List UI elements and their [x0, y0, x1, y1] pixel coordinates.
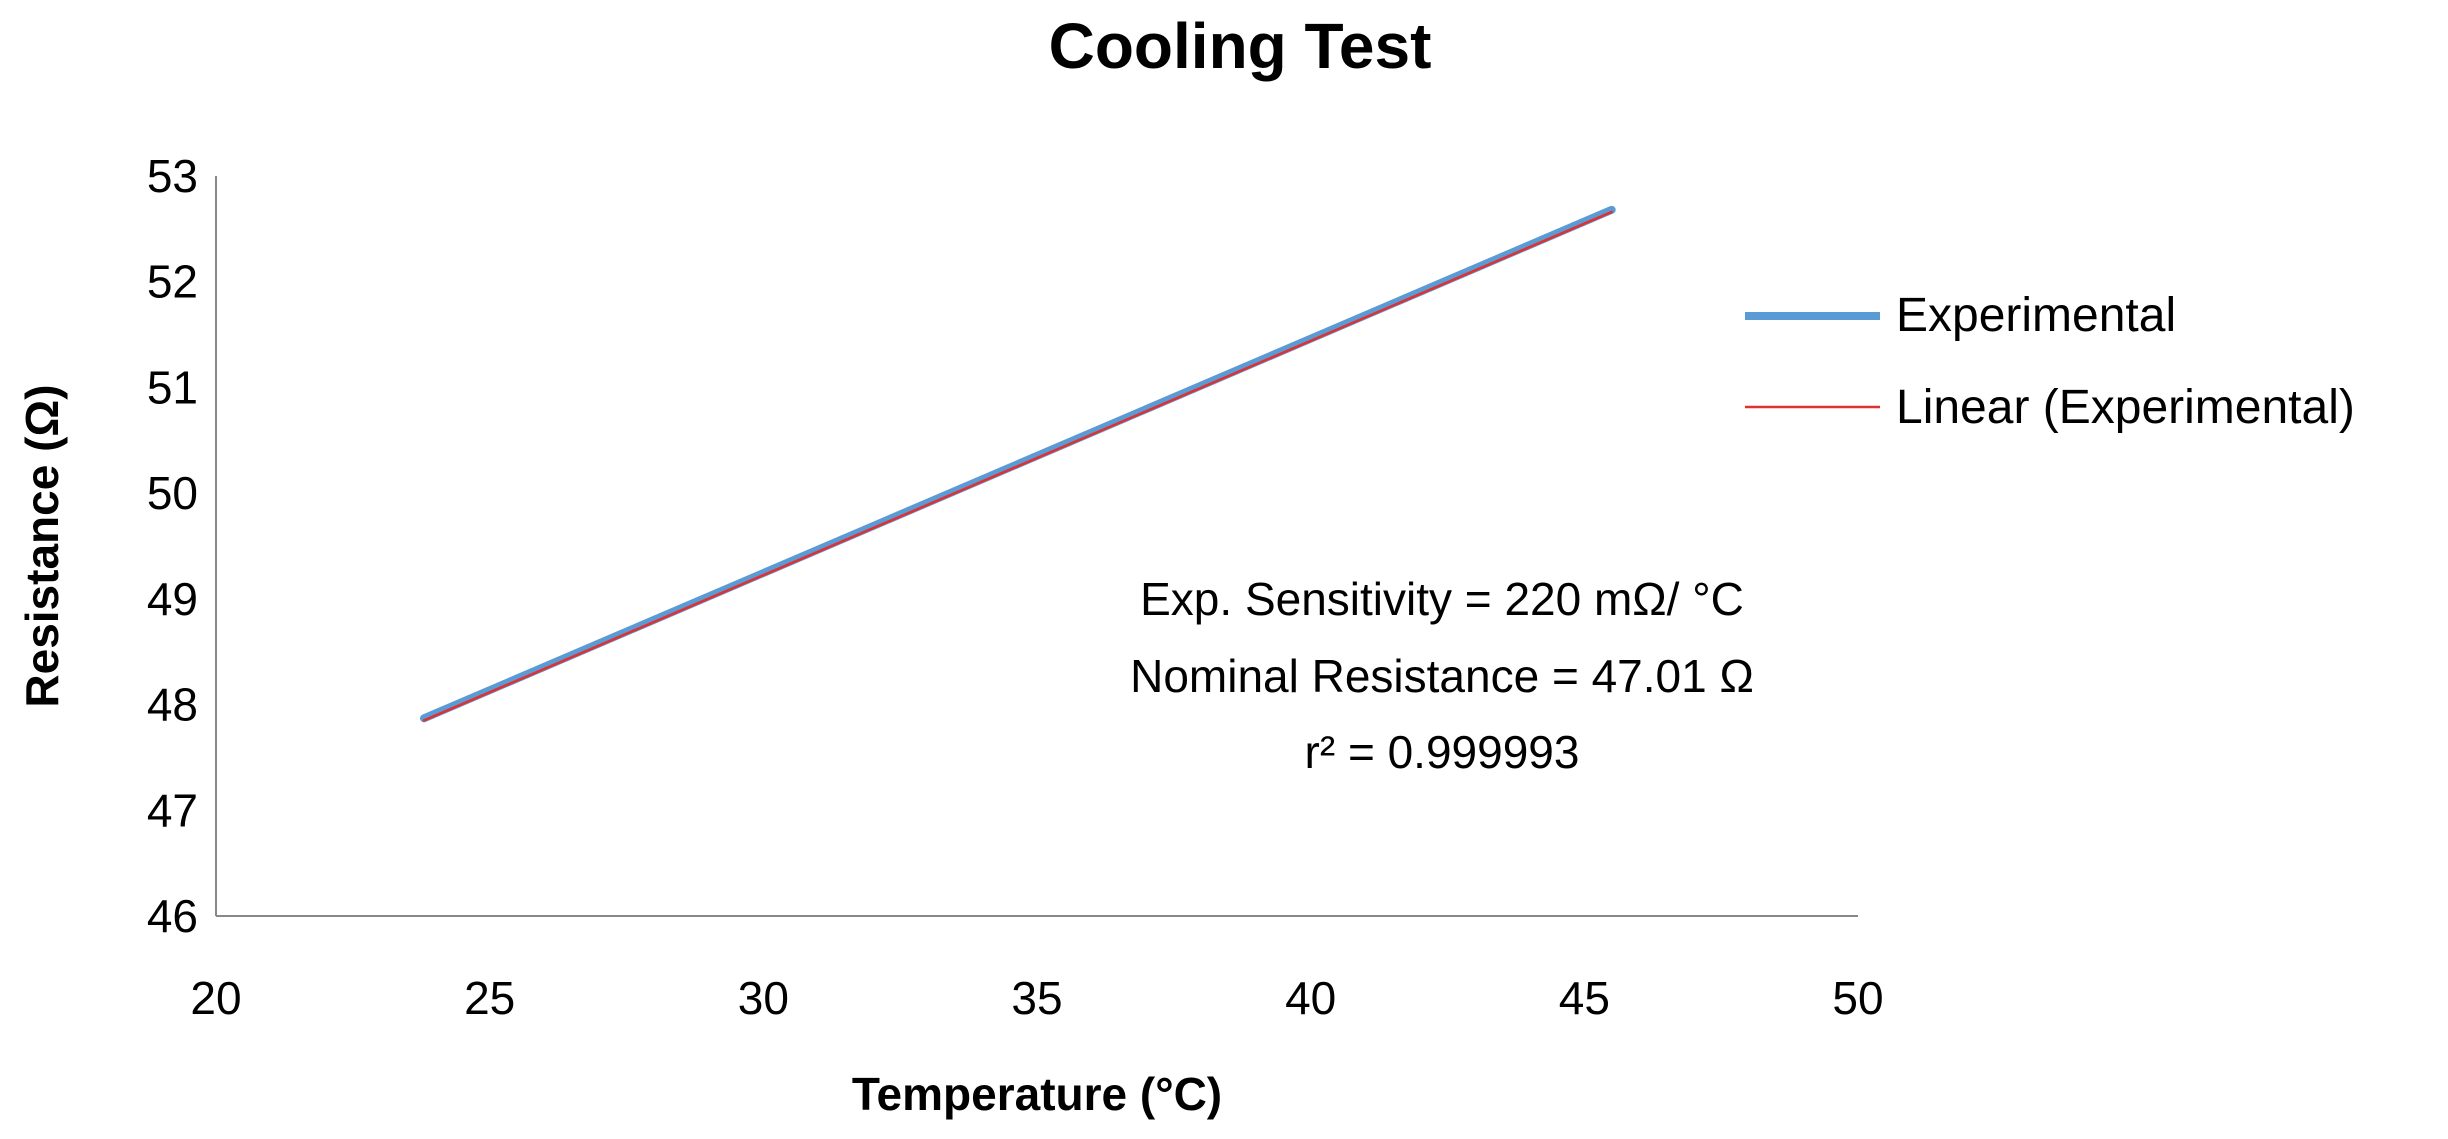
- trendline-annotation: Exp. Sensitivity = 220 mΩ/ °C Nominal Re…: [1130, 573, 1754, 778]
- y-axis-title: Resistance (Ω): [16, 384, 68, 707]
- annotation-nominal-resistance: Nominal Resistance = 47.01 Ω: [1130, 650, 1754, 702]
- y-tick-labels: 46 47 48 49 50 51 52 53: [147, 150, 198, 942]
- x-tick-label: 35: [1011, 972, 1062, 1024]
- y-tick-label: 46: [147, 890, 198, 942]
- series-layer: [419, 205, 1616, 723]
- y-tick-label: 48: [147, 679, 198, 731]
- annotation-r-squared: r² = 0.999993: [1305, 726, 1580, 778]
- series-line-linear-fit: [422, 210, 1613, 722]
- y-tick-label: 47: [147, 784, 198, 836]
- series-line-experimental: [419, 205, 1616, 723]
- x-tick-label: 50: [1832, 972, 1883, 1024]
- y-tick-label: 50: [147, 467, 198, 519]
- x-tick-label: 40: [1285, 972, 1336, 1024]
- y-tick-label: 53: [147, 150, 198, 202]
- y-tick-label: 49: [147, 573, 198, 625]
- x-tick-label: 45: [1559, 972, 1610, 1024]
- legend-label-experimental: Experimental: [1896, 289, 2176, 342]
- x-tick-label: 30: [738, 972, 789, 1024]
- legend-label-linear: Linear (Experimental): [1896, 381, 2355, 434]
- x-tick-label: 25: [464, 972, 515, 1024]
- annotation-sensitivity: Exp. Sensitivity = 220 mΩ/ °C: [1140, 573, 1744, 625]
- x-axis-title: Temperature (°C): [852, 1068, 1222, 1120]
- y-tick-label: 52: [147, 256, 198, 308]
- x-tick-label: 20: [190, 972, 241, 1024]
- x-tick-labels: 20 25 30 35 40 45 50: [190, 972, 1883, 1024]
- legend: Experimental Linear (Experimental): [1745, 289, 2355, 434]
- chart-title: Cooling Test: [1049, 10, 1432, 82]
- y-tick-label: 51: [147, 361, 198, 413]
